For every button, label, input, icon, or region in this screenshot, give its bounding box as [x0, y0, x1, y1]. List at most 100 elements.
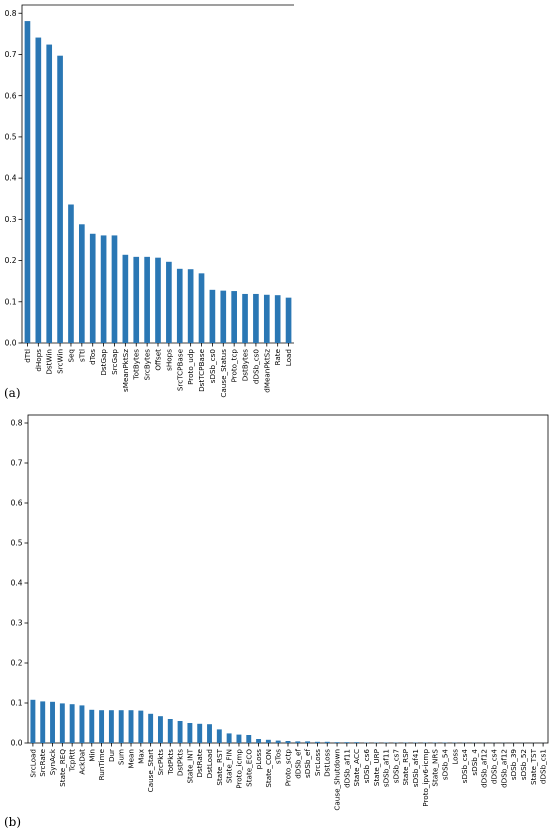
- x-tick-label: State_TST: [529, 748, 538, 785]
- bar: [138, 710, 144, 743]
- x-tick-label: dDSb_ef: [293, 749, 302, 779]
- x-tick-label: State_URP: [372, 748, 381, 786]
- bar: [89, 233, 96, 343]
- bar: [144, 256, 150, 343]
- bar: [207, 724, 212, 743]
- bar: [155, 257, 161, 343]
- y-tick-label: 0.2: [11, 659, 23, 668]
- x-tick-label: SrcWin: [56, 349, 65, 374]
- x-tick-label: DstRate: [195, 748, 204, 777]
- x-tick-label: sDSb_cs7: [391, 749, 400, 783]
- y-tick-label: 0.1: [5, 297, 17, 306]
- x-tick-label: Seq: [66, 349, 75, 363]
- x-tick-label: sMeanPktSz: [121, 349, 130, 392]
- bar: [69, 704, 75, 743]
- x-tick-label: DstLoad: [205, 749, 214, 778]
- y-tick-label: 0.6: [5, 91, 17, 100]
- bar: [100, 235, 107, 343]
- x-tick-label: DstLoss: [323, 749, 332, 777]
- x-tick-label: sTos: [274, 749, 283, 764]
- x-tick-label: Max: [136, 748, 145, 764]
- x-tick-label: dTtl: [23, 349, 32, 363]
- feature-importance-chart-a: 0.0 0.1 0.2 0.3 0.4 0.5 0.6 0.7 0.8 dTtl dHops DstW…: [5, 4, 294, 398]
- bar: [246, 735, 252, 743]
- x-tick-label: State_NRS: [431, 749, 440, 787]
- x-tick-label: dMeanPktSz: [262, 349, 271, 393]
- x-tick-label: DstBytes: [241, 349, 250, 382]
- x-tick-label: AckDat: [77, 749, 86, 775]
- y-tick-label: 0.3: [11, 619, 23, 628]
- x-tick-label: RunTime: [97, 748, 106, 780]
- x-tick-label: pLoss: [254, 749, 263, 770]
- x-tick-label: dDSb_cs4: [490, 749, 499, 785]
- bar: [133, 256, 140, 343]
- bar: [176, 268, 183, 343]
- y-tick-label: 0.7: [5, 50, 17, 59]
- bar: [242, 293, 248, 343]
- x-tick-label: SrcPkts: [156, 749, 165, 776]
- y-tick-label: 0.4: [5, 174, 17, 183]
- bar: [99, 710, 105, 743]
- bar: [148, 713, 154, 743]
- bar: [177, 721, 183, 743]
- x-tick-label: State_RST: [215, 748, 224, 785]
- x-tick-label: Min: [87, 749, 96, 762]
- bar: [40, 701, 46, 743]
- x-tick-label: DstWin: [45, 349, 54, 375]
- x-tick-label: Rate: [273, 348, 282, 365]
- bar: [314, 741, 320, 743]
- bar: [275, 740, 281, 743]
- bar: [226, 733, 232, 743]
- x-tick-label: sDSb_cs6: [362, 749, 371, 784]
- bar: [50, 701, 55, 743]
- bar: [46, 44, 53, 343]
- bar: [79, 224, 85, 343]
- bar: [274, 295, 281, 343]
- x-tick-label: SrcTCPBase: [175, 348, 184, 391]
- bar: [111, 235, 118, 343]
- x-tick-label: dDSb_af11: [342, 749, 351, 788]
- x-tick-label: DstGap: [99, 349, 108, 376]
- y-tick-label: 0.0: [5, 339, 17, 348]
- feature-importance-chart-b: 0.0 0.1 0.2 0.3 0.4 0.5 0.6 0.7 0.8 SrcLoad SrcRat…: [11, 414, 549, 811]
- y-tick-label: 0.0: [11, 739, 23, 748]
- x-tick-label: sDSb_af41: [411, 749, 420, 787]
- x-tick-label: SrcLoss: [313, 749, 322, 776]
- panel-label-a: (a): [4, 386, 21, 400]
- x-tick-label: dDSb_af12: [480, 749, 489, 788]
- bar: [305, 741, 311, 743]
- x-tick-label: DstPkts: [176, 749, 185, 776]
- y-tick-label: 0.8: [5, 9, 17, 18]
- x-tick-label: sHops: [164, 349, 173, 371]
- bar: [167, 719, 173, 743]
- x-tick-label: SrcBytes: [143, 349, 152, 381]
- y-tick-label: 0.5: [11, 539, 23, 548]
- bar: [57, 55, 63, 343]
- x-tick-label: sDSb_ef: [303, 749, 312, 778]
- x-tick-label: TotBytes: [132, 349, 141, 381]
- bar: [253, 293, 259, 343]
- x-tick-label: dDSb_af12: [499, 749, 508, 788]
- panel-label-b: (b): [4, 815, 22, 829]
- x-tick-label: State_RSP: [401, 748, 410, 785]
- bar: [118, 710, 124, 743]
- y-tick-label: 0.7: [11, 459, 23, 468]
- y-tick-label: 0.3: [5, 215, 17, 224]
- x-tick-label: Proto_sctp: [284, 749, 293, 787]
- x-tick-label: Proto_tcp: [230, 349, 239, 383]
- x-tick-label: sTtl: [77, 349, 86, 362]
- y-tick-label: 0.6: [11, 499, 23, 508]
- y-tick-label: 0.5: [5, 133, 17, 142]
- bar: [295, 741, 301, 743]
- x-tick-label: sDSb_54: [440, 749, 449, 781]
- x-tick-label: dDSb_cs0: [251, 349, 260, 385]
- x-tick-label: State_REQ: [58, 749, 67, 787]
- y-tick-label: 0.8: [11, 419, 23, 428]
- x-tick-label: Dur: [107, 749, 116, 762]
- x-tick-label: dHops: [34, 349, 43, 372]
- x-tick-label: SrcLoad: [28, 749, 37, 778]
- bar: [108, 710, 114, 743]
- x-tick-label: sDSb_af11: [382, 749, 391, 787]
- bar: [216, 729, 222, 743]
- x-tick-label: State_ACC: [352, 749, 361, 786]
